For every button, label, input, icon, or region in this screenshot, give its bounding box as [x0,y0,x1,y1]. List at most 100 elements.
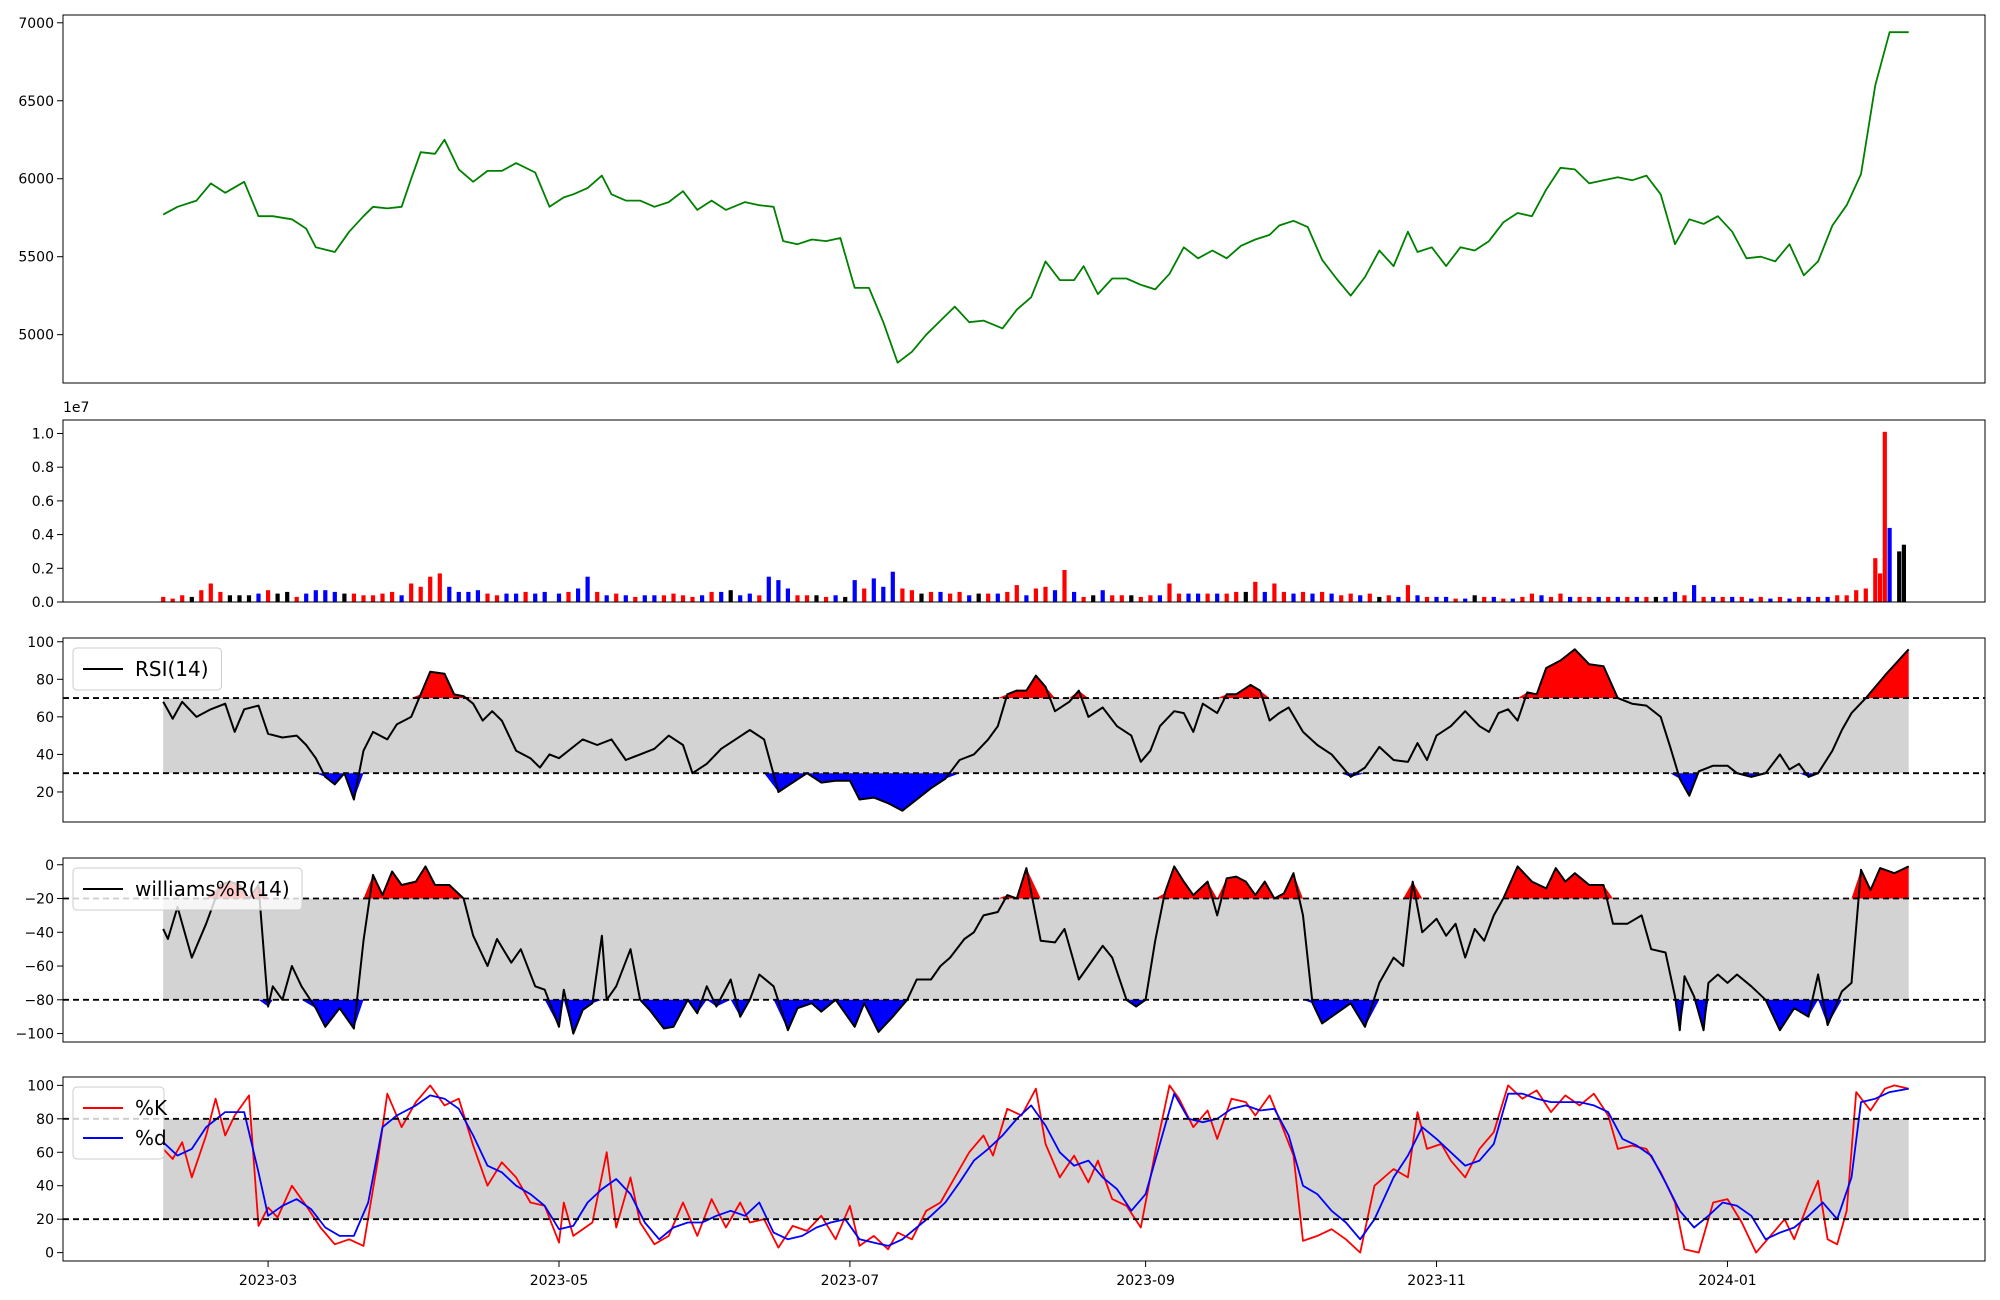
volume-bar [418,586,423,602]
volume-bar [1587,596,1592,602]
volume-bar [1634,596,1639,602]
volume-bar [1062,570,1067,602]
volume-bar [189,596,194,602]
volume-bar [1491,596,1496,602]
volume-bar [1854,590,1859,602]
volume-bar [542,591,547,602]
volume-bar [1281,591,1286,602]
axes-frame [62,857,1986,1043]
volume-bar [1453,598,1458,602]
overbought-fill [163,866,1909,899]
oversold-fill [163,999,1909,1034]
volume-bar [1091,595,1096,602]
y-tick-label: −100 [16,1027,54,1043]
volume-bar [1358,595,1363,602]
volume-bar [1119,595,1124,602]
y-tick-label: 20 [36,785,54,801]
volume-bar [332,591,337,602]
y-tick-label: 0.6 [32,494,54,510]
volume-bar [1897,551,1902,602]
volume-bar [900,588,905,602]
band-fill [163,1118,1909,1220]
x-tick-label: 2023-03 [239,1273,298,1289]
volume-bar [1482,596,1487,602]
volume-bar [804,595,810,602]
y-tick-label: 60 [36,1145,54,1161]
volume-bar [1625,596,1630,602]
volume-bar [218,591,223,602]
volume-bar [1806,596,1811,602]
volume-bar [1186,593,1191,602]
volume-bar [862,588,867,602]
volume-bar [199,590,204,602]
volume-bar [504,593,509,602]
volume-bar [1873,558,1878,602]
y-tick-label: 0.2 [32,561,54,577]
y-tick-label: −60 [24,959,54,975]
volume-bar [566,591,571,602]
volume-bar [1577,596,1582,602]
volume-bar [1529,593,1534,602]
volume-bar [1796,596,1802,602]
volume-bar [1253,581,1258,602]
axis-offset-label: 1e7 [63,400,89,416]
price-line [162,31,1909,364]
y-tick-label: 80 [36,672,54,688]
volume-bar [604,595,609,602]
volume-bar [833,595,838,602]
volume-bar [928,591,934,602]
volume-bar [766,576,771,602]
axes-frame [62,14,1986,384]
volume-bar [1196,593,1201,602]
volume-bar [623,595,628,602]
volume-bar [370,595,376,602]
volume-bar [1520,596,1525,602]
legend-label: RSI(14) [135,657,209,681]
volume-bar [390,591,395,602]
y-tick-label: 1.0 [32,426,54,442]
volume-bar [690,596,695,602]
volume-bar [728,590,733,602]
volume-bar [671,593,676,602]
volume-bar [456,591,461,602]
stoch-d-line [162,1087,1909,1247]
williams-r-line [162,865,1910,1035]
y-tick-label: −80 [24,993,54,1009]
volume-bar [1692,585,1697,602]
volume-bar [709,591,714,602]
volume-bar [1072,591,1077,602]
axes-frame [62,419,1986,603]
volume-bar [1300,591,1306,602]
legend-label: %K [135,1096,168,1120]
volume-bar [738,595,743,602]
rsi-line [162,648,1910,812]
volume-bar [1262,591,1267,602]
volume-bar [1730,596,1735,602]
volume-bar [304,593,309,602]
volume-bar [1825,596,1830,602]
volume-bar [1711,596,1716,602]
x-tick-label: 2023-11 [1407,1273,1466,1289]
volume-bar [1444,596,1449,602]
volume-bar [285,591,290,602]
volume-bar [1510,598,1515,602]
volume-bar [1310,593,1315,602]
volume-bar [514,593,519,602]
volume-bar [652,595,657,602]
y-tick-label: 80 [36,1112,54,1128]
volume-bar [1777,596,1782,602]
volume-bar [1472,595,1477,602]
volume-bar [170,598,175,602]
volume-bar [256,593,261,602]
x-tick-label: 2024-01 [1698,1273,1757,1289]
volume-bar [948,593,953,602]
volume-bar [1816,596,1821,602]
volume-bar [967,595,972,602]
volume-bar [1043,586,1048,602]
volume-bar [1014,585,1019,602]
volume-bar [351,593,356,602]
volume-bar [1138,596,1143,602]
y-tick-label: 0.4 [32,528,54,544]
volume-bar [1739,596,1744,602]
y-tick-label: 40 [36,1179,54,1195]
